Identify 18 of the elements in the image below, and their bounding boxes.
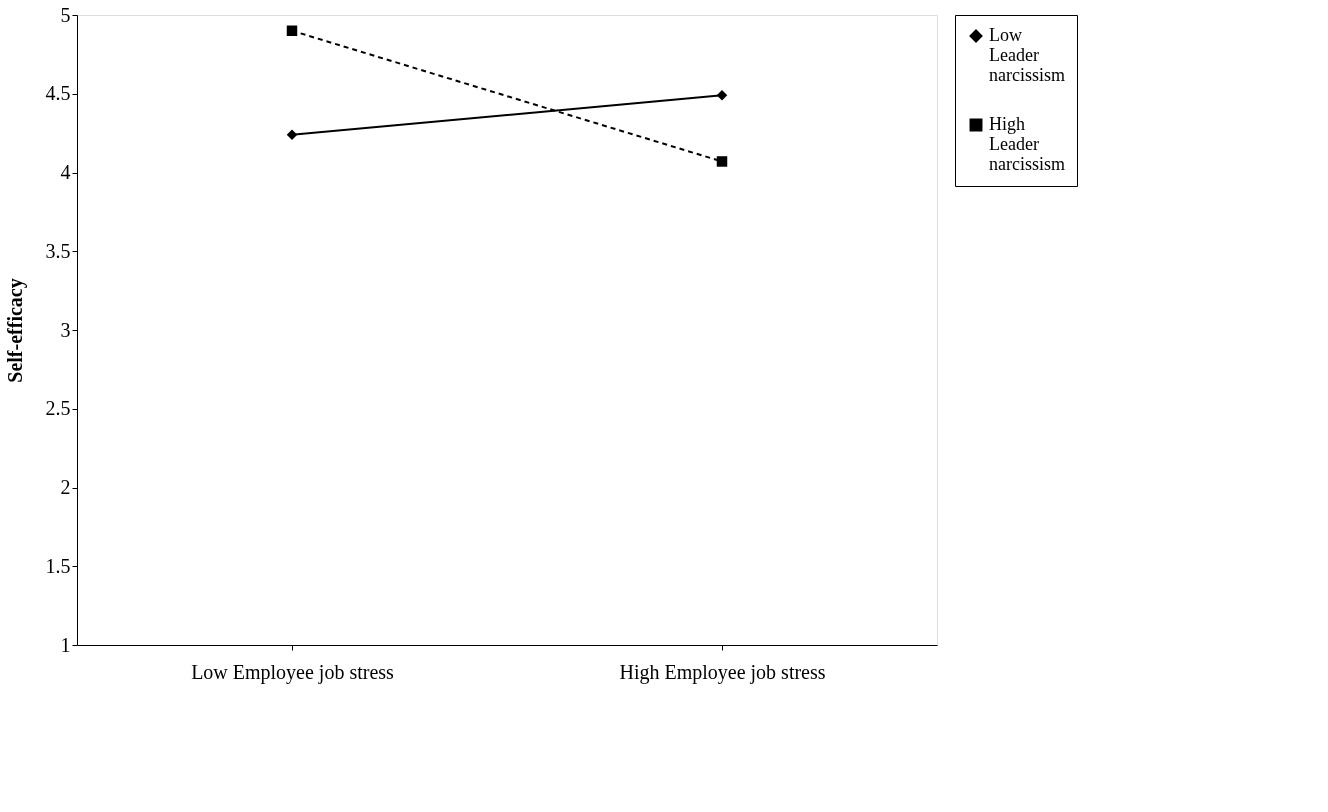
y-axis-title: Self-efficacy [3,278,27,383]
y-tick-label: 2 [60,476,71,498]
point [716,90,728,101]
point [716,156,728,167]
legend-label: Low Leader narcissism [989,25,1065,85]
y-tick-label: 4 [60,161,71,183]
point [286,25,298,36]
y-tick-label: 3 [60,318,71,341]
x-tick-label: High Employee job stress [619,660,826,684]
x-tick-label: Low Employee job stress [191,660,395,684]
y-tick-label: 3.5 [45,239,71,262]
point [286,129,298,140]
y-tick-label: 4.5 [45,82,71,105]
legend-label: High Leader narcissism [989,114,1065,174]
y-tick-label: 1.5 [45,554,71,577]
y-tick-label: 5 [60,3,71,26]
y-tick-label: 2.5 [45,397,71,420]
y-tick-label: 1 [60,633,71,656]
